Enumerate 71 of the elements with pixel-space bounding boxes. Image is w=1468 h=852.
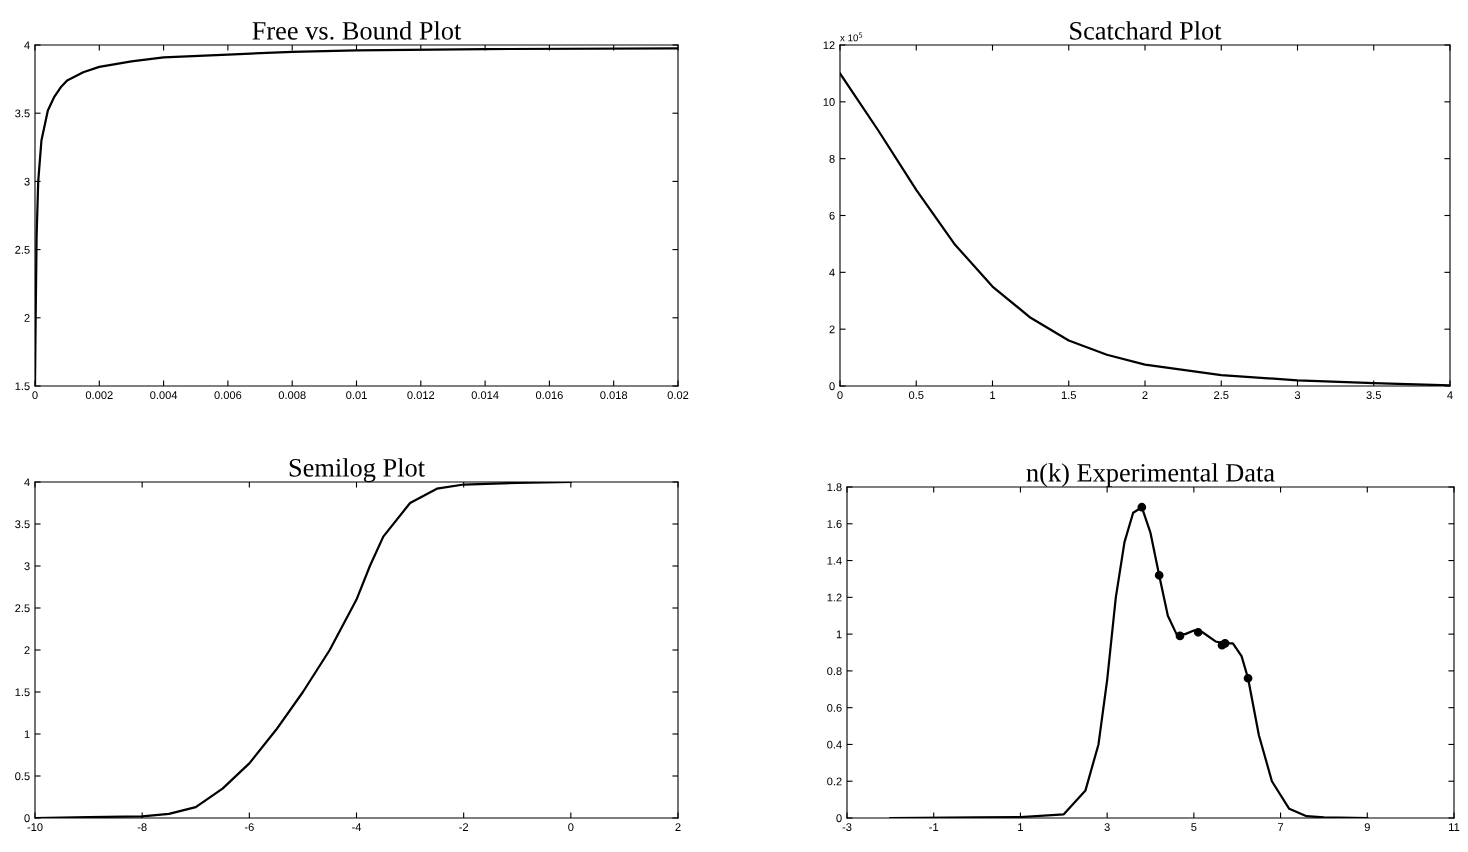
x-tick-label: 0.02 [667,391,689,400]
x-tick-label: 0 [568,823,574,832]
x-tick-label: 7 [1278,823,1284,831]
x-tick-label: 5 [1191,823,1197,832]
x-tick-label: 0.008 [278,391,306,400]
chart-title: Scatchard Plot [1070,21,1222,40]
chart-title: Free vs. Bound Plot [252,21,462,40]
y-tick-label: 1.5 [15,688,30,697]
x-tick-label: 3 [1294,391,1301,400]
y-tick-label: 1 [24,730,30,739]
y-tick-label: 0.5 [15,772,30,781]
x-tick-label: 4 [1447,391,1453,399]
x-tick-label: 0.018 [600,391,628,400]
x-tick-label: -6 [244,823,254,832]
y-tick-label: 3.5 [15,520,30,529]
y-tick-label: 0 [24,814,30,823]
y-tick-label: 1.4 [827,556,842,565]
y-tick-label: 0.6 [827,703,842,712]
x-tick-label: -2 [459,823,469,831]
x-tick-label: 2 [675,823,681,831]
x-tick-label: 0.01 [346,391,367,400]
x-tick-label: 1 [990,391,996,399]
y-tick-label: 2 [24,646,30,655]
y-tick-label: 10 [823,98,835,106]
y-tick-label: 6 [829,211,835,220]
x-tick-label: -1 [929,823,939,831]
y-tick-label: 3 [24,562,30,571]
y-tick-label: 2.5 [15,245,30,254]
y-tick-label: 4 [24,41,30,50]
y-tick-label: 4 [24,478,30,487]
y-tick-label: 0 [836,814,842,823]
x-tick-label: 0.002 [85,391,113,400]
y-tick-label: 4 [829,268,835,277]
x-tick-label: 0.012 [407,391,435,400]
y-tick-label: 8 [829,154,835,163]
y-tick-label: 2 [829,325,835,334]
y-tick-label: 3.5 [15,109,30,118]
x-tick-label: 0 [32,391,38,400]
y-tick-label: 2.5 [15,604,30,613]
y-tick-label: 12 [823,41,835,50]
x-tick-label: 0.5 [908,391,924,400]
x-tick-label: 11 [1449,823,1460,831]
y-tick-label: 1.6 [827,520,842,528]
y-tick-label: 0.2 [827,777,842,786]
x-tick-label: 1.5 [1061,391,1077,400]
x-tick-label: 3 [1104,823,1110,832]
y-tick-label: 0.4 [827,740,842,749]
x-tick-label: -10 [27,823,43,832]
y-tick-label: 3 [24,177,30,186]
x-tick-label: 1 [1018,823,1023,831]
chart-title: n(k) Experimental Data [1026,463,1275,488]
y-tick-label: 1 [836,630,842,639]
text: x 10$^{5}$ [840,32,863,42]
y-tick-label: 2 [24,314,30,322]
x-tick-label: 9 [1364,823,1370,832]
x-tick-label: -8 [137,823,147,832]
x-tick-label: 0.006 [214,391,242,400]
x-tick-label: 2 [1142,391,1148,399]
y-tick-label: 0 [829,382,835,391]
y-tick-label: 1.2 [827,593,842,602]
x-tick-label: 2.5 [1214,391,1229,400]
chart-title: Semilog Plot [289,458,425,483]
x-tick-label: 3.5 [1366,391,1382,400]
x-tick-label: 0.016 [535,391,563,400]
y-tick-label: 1.5 [15,382,30,391]
x-tick-label: -3 [842,823,852,832]
x-tick-label: -4 [352,823,362,831]
y-tick-label: 1.8 [827,483,842,492]
y-tick-label: 0.8 [827,667,842,676]
x-tick-label: 0.004 [150,391,178,400]
x-tick-label: 0.014 [471,391,499,400]
